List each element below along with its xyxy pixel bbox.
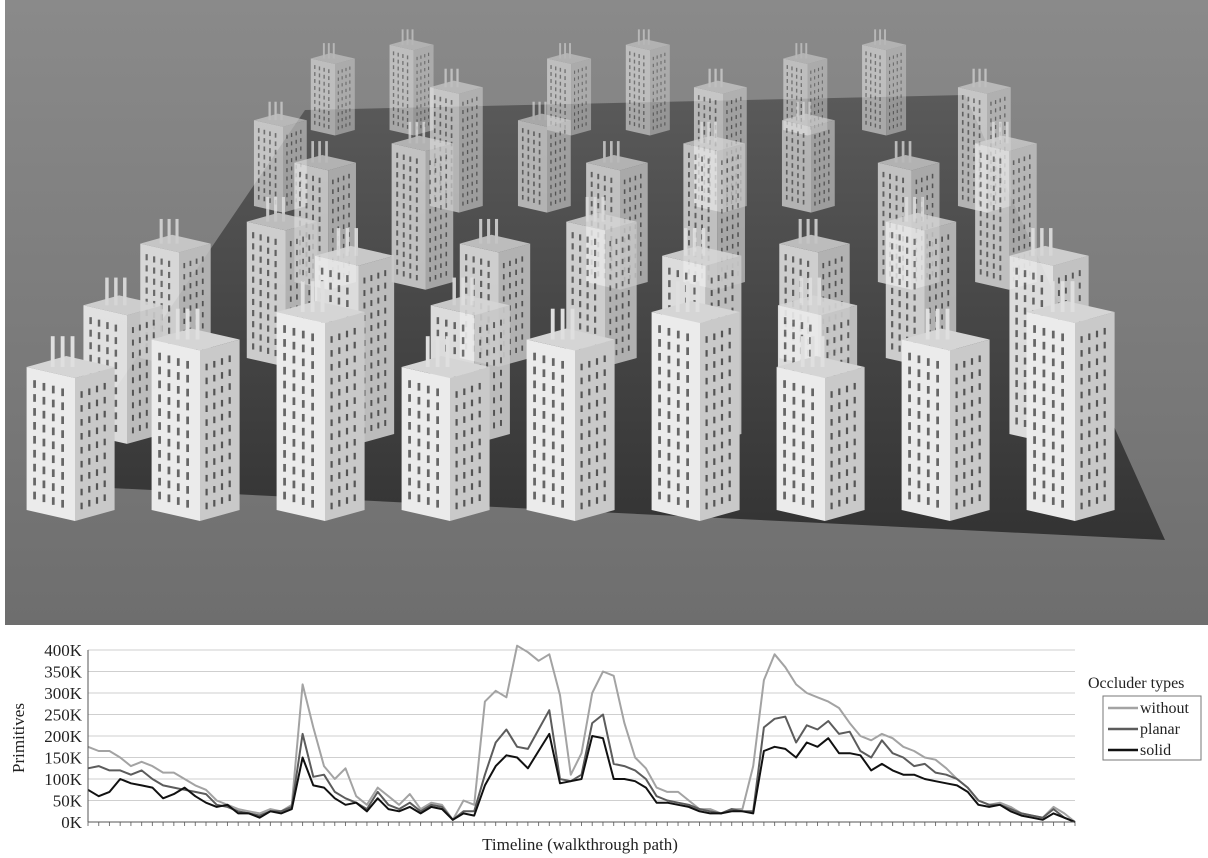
building <box>625 29 670 136</box>
building <box>1026 281 1115 521</box>
building <box>862 29 907 136</box>
building <box>151 308 240 521</box>
series-line-planar <box>87 709 1076 823</box>
y-tick-label: 100K <box>44 770 83 789</box>
legend-label-solid: solid <box>1140 742 1171 759</box>
chart-series <box>87 644 1076 823</box>
legend-box <box>1102 695 1202 761</box>
y-tick-label: 300K <box>44 684 83 703</box>
y-tick-label: 50K <box>53 792 83 811</box>
chart-gridlines <box>88 649 1075 801</box>
building <box>651 281 740 521</box>
legend: Occluder types without planar solid <box>1088 675 1202 761</box>
y-tick-labels: 0K 50K 100K 150K 200K 250K 300K 350K 400K <box>44 641 83 832</box>
y-tick-label: 250K <box>44 706 83 725</box>
building <box>276 281 365 521</box>
y-tick-label: 200K <box>44 727 83 746</box>
building <box>901 308 990 521</box>
buildings-group <box>26 29 1115 521</box>
legend-label-planar: planar <box>1140 721 1181 738</box>
city-buildings-render <box>5 0 1208 625</box>
building <box>781 101 835 213</box>
series-line-solid <box>87 732 1076 823</box>
building <box>389 29 434 136</box>
building <box>783 43 828 136</box>
building <box>776 336 865 521</box>
legend-label-without: without <box>1140 700 1189 717</box>
building <box>310 43 355 136</box>
x-tick-marks <box>87 822 1076 826</box>
building <box>526 308 615 521</box>
y-tick-label: 150K <box>44 749 83 768</box>
y-tick-label: 400K <box>44 641 83 660</box>
series-line-without <box>87 644 1076 823</box>
x-axis-label: Timeline (walkthrough path) <box>482 835 678 854</box>
y-axis-label: Primitives <box>9 703 28 773</box>
primitives-line-chart: 0K 50K 100K 150K 200K 250K 300K 350K 400K Primit… <box>9 641 1202 854</box>
building <box>517 101 571 213</box>
y-tick-label: 350K <box>44 663 83 682</box>
building <box>401 336 490 521</box>
building <box>26 336 115 521</box>
building <box>566 196 637 367</box>
y-tick-label: 0K <box>61 813 83 832</box>
building <box>391 121 454 290</box>
legend-title: Occluder types <box>1088 675 1184 692</box>
